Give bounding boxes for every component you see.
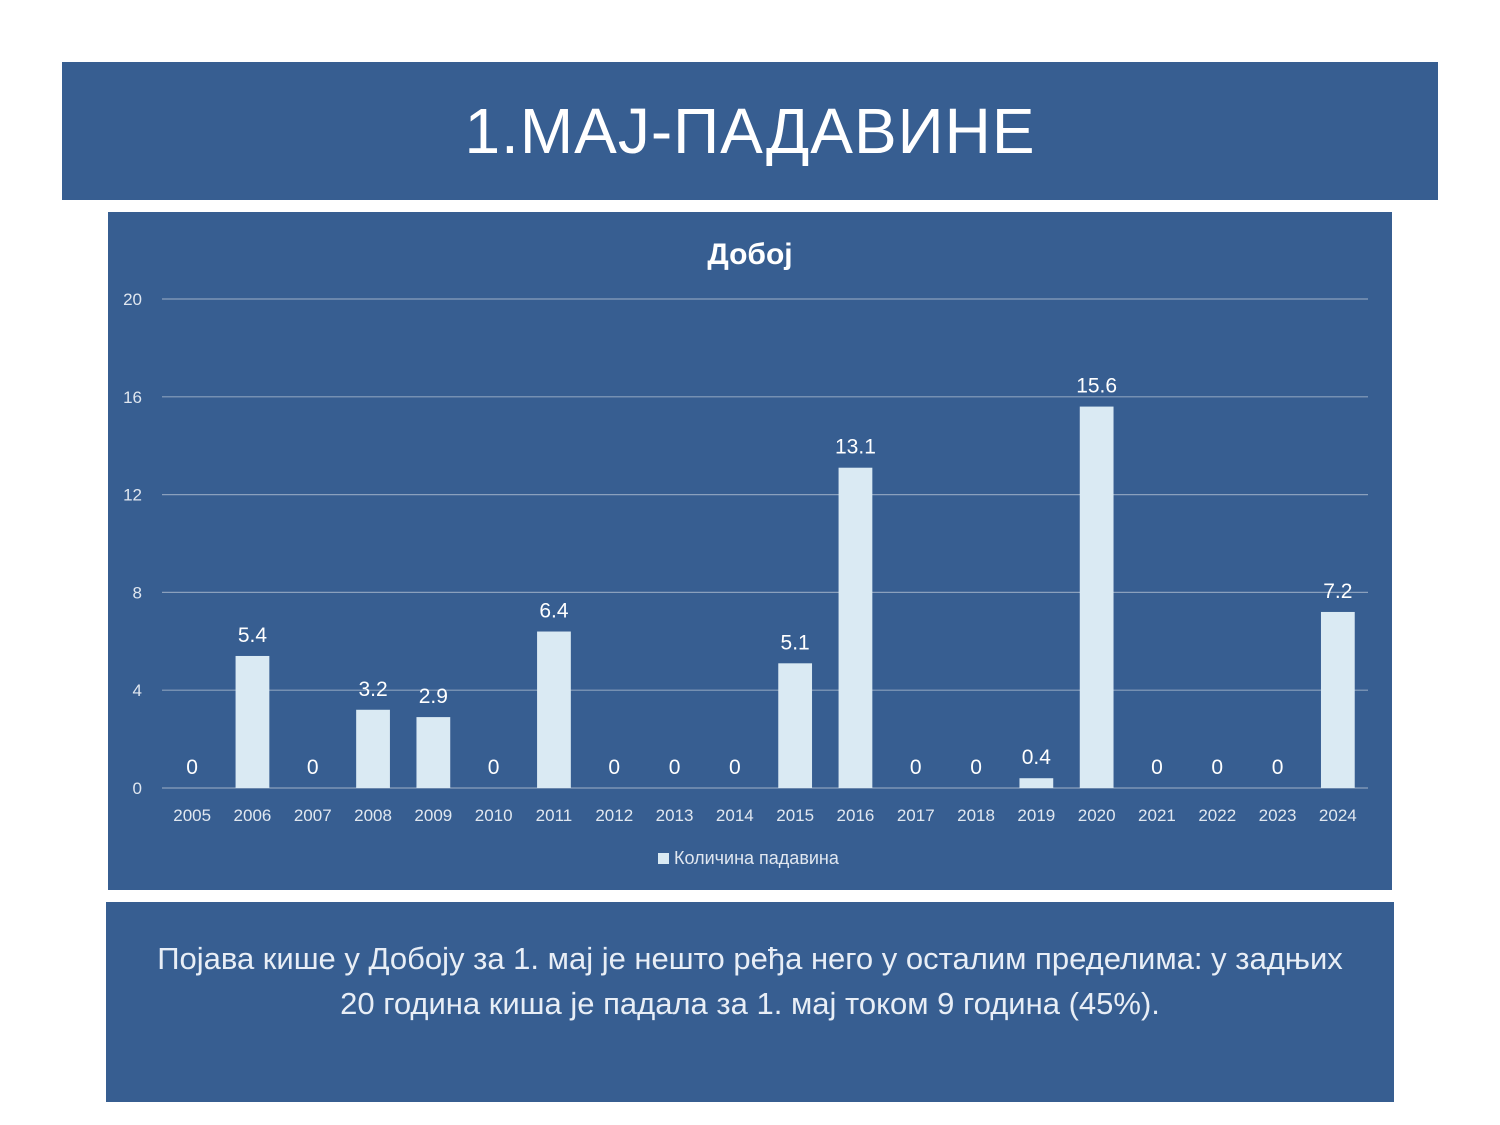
data-label: 0 (488, 756, 500, 779)
x-tick-label: 2023 (1259, 806, 1297, 825)
data-label: 13.1 (835, 436, 876, 459)
data-label: 5.1 (781, 631, 810, 654)
bar (356, 709, 390, 788)
x-tick-label: 2008 (354, 806, 392, 825)
data-label: 0 (669, 756, 681, 779)
bar (1320, 611, 1355, 788)
x-tick-label: 2024 (1319, 806, 1357, 825)
data-label: 0 (186, 756, 198, 779)
data-label: 0.4 (1022, 746, 1052, 769)
x-tick-label: 2015 (776, 806, 814, 825)
data-label: 0 (608, 756, 620, 779)
data-label: 15.6 (1076, 375, 1117, 398)
data-label: 3.2 (358, 678, 387, 701)
x-tick-label: 2012 (595, 806, 633, 825)
chart-title: Добој (707, 238, 792, 271)
gridlines (162, 298, 1368, 789)
x-tick-label: 2013 (656, 806, 694, 825)
legend: Количина падавина (658, 848, 840, 868)
legend-swatch (658, 853, 669, 864)
x-tick-label: 2010 (475, 806, 513, 825)
y-tick-label: 20 (123, 290, 142, 309)
bar (1019, 778, 1054, 788)
y-tick-label: 16 (123, 388, 142, 407)
x-tick-label: 2006 (234, 806, 272, 825)
y-tick-label: 4 (133, 681, 142, 700)
slide-title-box: 1.МАЈ-ПАДАВИНЕ (62, 62, 1438, 200)
x-tick-label: 2007 (294, 806, 332, 825)
slide-title: 1.МАЈ-ПАДАВИНЕ (464, 95, 1036, 167)
y-tick-label: 0 (133, 779, 142, 798)
y-axis-ticks: 0 4 8 12 16 20 (123, 290, 142, 798)
x-tick-label: 2017 (897, 806, 935, 825)
x-tick-label: 2021 (1138, 806, 1176, 825)
chart-container: Добој 0 4 8 12 16 20 0 5.4 0 3.2 2.9 0 6.4 0 0 0 5.1 13.… (108, 212, 1392, 890)
x-tick-label: 2014 (716, 806, 754, 825)
data-label: 5.4 (238, 624, 268, 647)
data-label: 0 (307, 756, 319, 779)
data-label: 0 (910, 756, 922, 779)
data-label: 0 (1272, 756, 1284, 779)
bars (235, 406, 1355, 788)
bar-chart: Добој 0 4 8 12 16 20 0 5.4 0 3.2 2.9 0 6.4 0 0 0 5.1 13.… (123, 238, 1368, 868)
x-tick-label: 2019 (1017, 806, 1055, 825)
x-tick-label: 2020 (1078, 806, 1116, 825)
x-tick-label: 2011 (536, 806, 573, 825)
bar (416, 717, 451, 788)
x-tick-label: 2018 (957, 806, 995, 825)
x-axis-ticks: 2005 2006 2007 2008 2009 2010 2011 2012 2013 2014… (173, 806, 1357, 825)
description-box: Појава кише у Добоју за 1. мај је нешто … (106, 902, 1394, 1102)
bar (537, 631, 571, 788)
x-tick-label: 2022 (1198, 806, 1236, 825)
legend-label: Количина падавина (674, 848, 840, 868)
description-text: Појава кише у Добоју за 1. мај је нешто … (157, 941, 1343, 1021)
bar (838, 467, 873, 788)
data-label: 0 (1151, 756, 1163, 779)
x-tick-label: 2016 (837, 806, 875, 825)
y-tick-label: 12 (123, 486, 142, 505)
bar (235, 655, 270, 788)
x-tick-label: 2009 (414, 806, 452, 825)
data-label: 6.4 (539, 600, 569, 623)
x-tick-label: 2005 (173, 806, 211, 825)
bar (778, 663, 813, 788)
data-label: 0 (729, 756, 741, 779)
data-label: 2.9 (419, 685, 448, 708)
data-label: 0 (970, 756, 982, 779)
data-label: 7.2 (1323, 580, 1352, 603)
bar (1079, 406, 1114, 788)
y-tick-label: 8 (133, 583, 142, 602)
data-label: 0 (1211, 756, 1223, 779)
data-labels: 0 5.4 0 3.2 2.9 0 6.4 0 0 0 5.1 13.1 0 0 0.4 15.6 0 0 0 7.2 (186, 375, 1352, 779)
